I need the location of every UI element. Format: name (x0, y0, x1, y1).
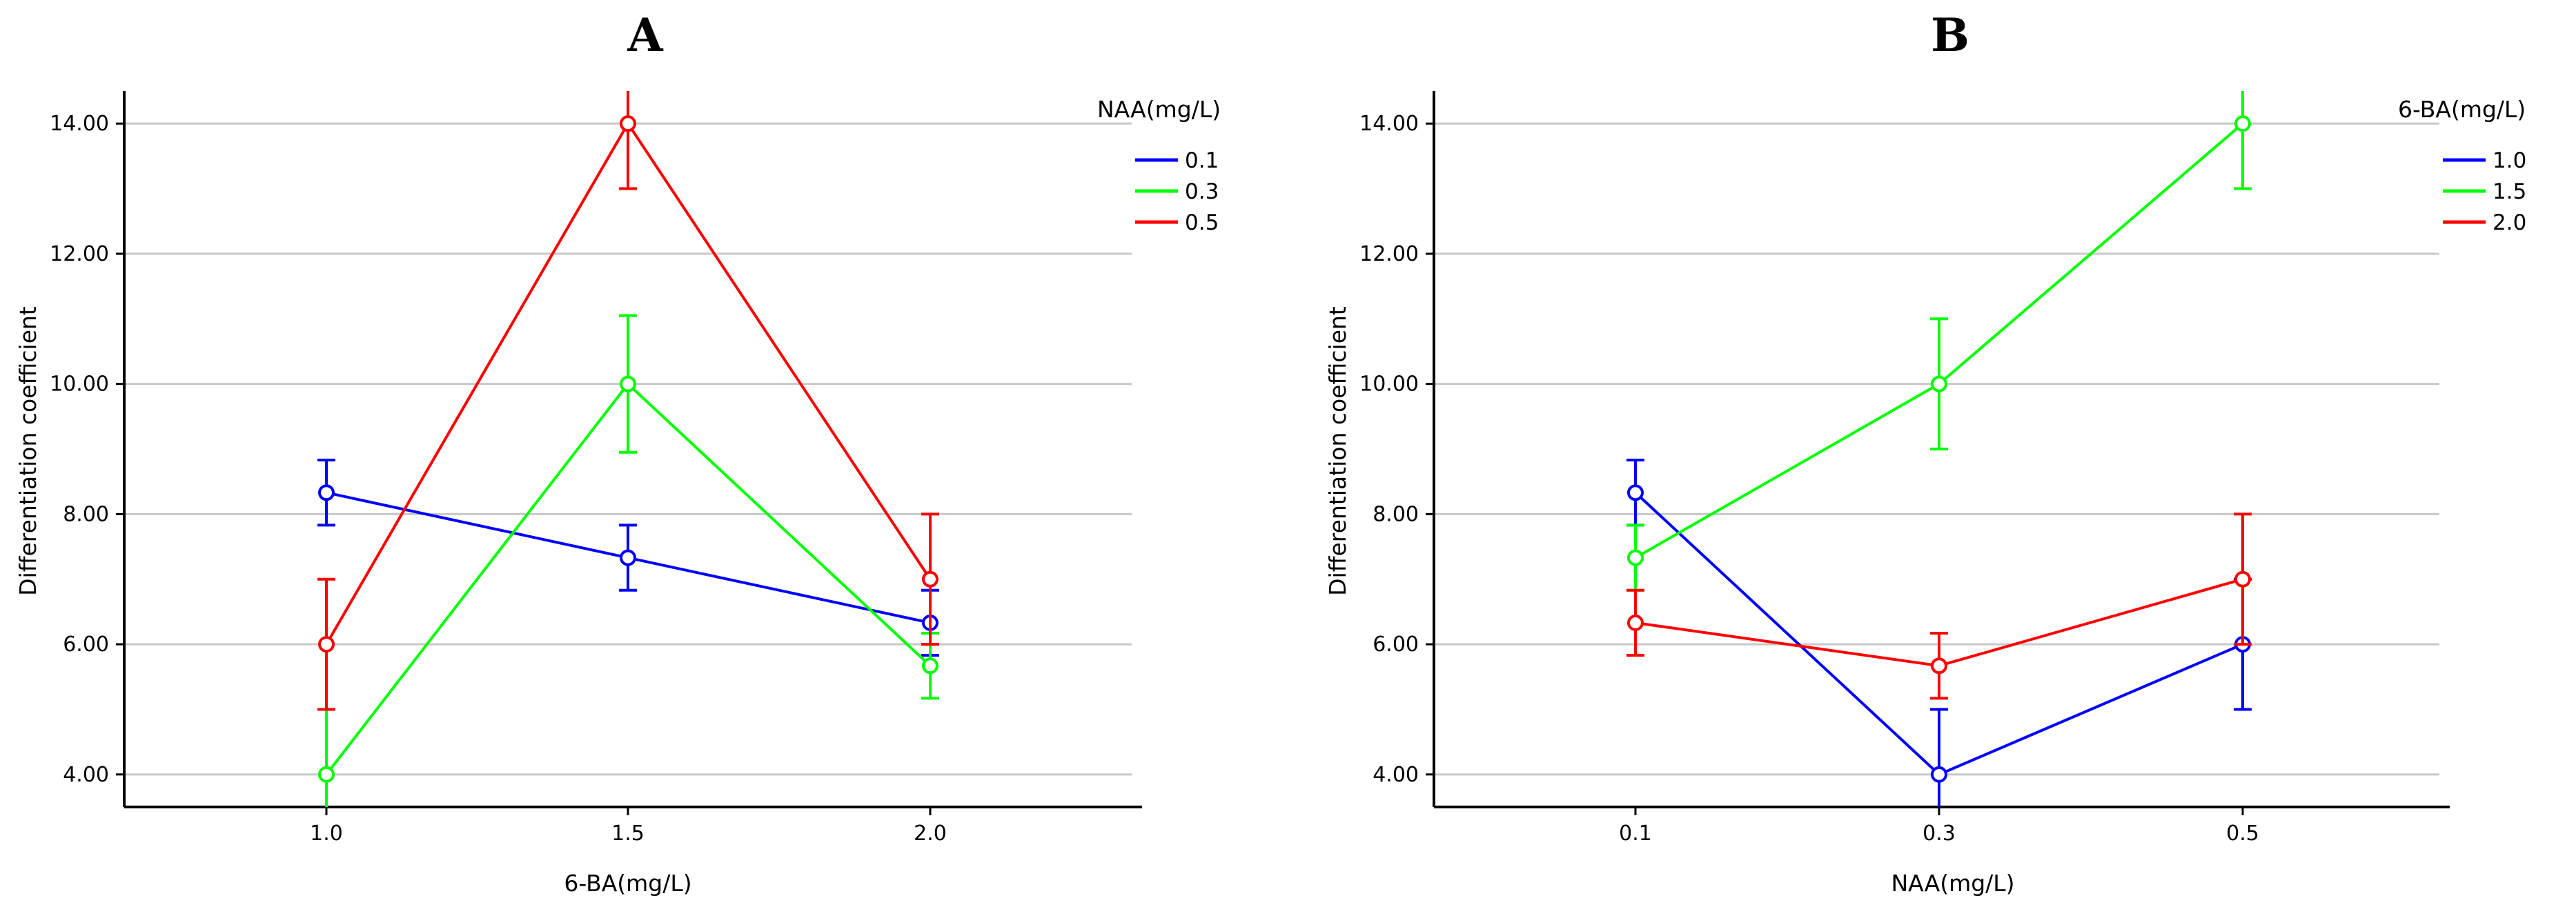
panel-b-title: B (1931, 8, 1969, 62)
panel-a-title: A (627, 8, 663, 62)
legend-label: 1.0 (2493, 148, 2526, 173)
panel-a-y-tick-label: 8.00 (63, 502, 109, 526)
data-point (318, 636, 335, 653)
panel-a-x-axis-title: 6-BA(mg/L) (564, 870, 691, 897)
panel-a-x-tick-label: 1.0 (310, 821, 343, 846)
panel-a-y-axis-title: Differentiation coefficient (14, 306, 41, 596)
data-point (1627, 484, 1644, 501)
data-point (2234, 115, 2251, 132)
data-point (922, 657, 938, 675)
legend-label: 1.5 (2493, 179, 2526, 204)
legend-label: 0.3 (1185, 179, 1219, 204)
panel-b-y-ticks: 4.00 6.00 8.00 10.00 12.00 14.00 (1359, 112, 1434, 787)
panel-a-y-tick-label: 12.00 (50, 242, 109, 266)
panel-b-x-tick-label: 0.3 (1923, 821, 1956, 846)
panel-b-legend-title: 6-BA(mg/L) (2398, 96, 2526, 123)
data-point (1627, 614, 1644, 631)
panel-b-y-tick-label: 10.00 (1359, 372, 1419, 397)
data-point (1931, 375, 1947, 392)
panel-b-y-tick-label: 14.00 (1359, 112, 1419, 136)
panel-b-y-axis-title: Differentiation coefficient (1324, 306, 1351, 596)
legend-label: 2.0 (2493, 210, 2526, 235)
data-point (1931, 766, 1947, 783)
chart-panel-b: B Differentiation coefficient NAA(mg/L) … (1324, 8, 2526, 897)
data-point (318, 484, 335, 501)
data-point (1931, 657, 1947, 675)
panel-a-y-tick-label: 14.00 (50, 112, 109, 136)
panel-a-x-ticks: 1.0 1.5 2.0 (310, 807, 947, 846)
chart-panel-a: A Differentiation coefficient 6-BA(mg/L)… (14, 8, 1221, 897)
panel-a-x-tick-label: 1.5 (611, 821, 645, 846)
panel-b-x-axis-title: NAA(mg/L) (1891, 870, 2014, 897)
legend-label: 0.5 (1185, 210, 1219, 235)
panel-a-y-tick-label: 6.00 (63, 632, 109, 657)
data-point (620, 115, 636, 132)
data-point (922, 570, 938, 588)
panel-b-x-ticks: 0.1 0.3 0.5 (1619, 807, 2259, 846)
data-point (620, 375, 636, 392)
panel-b-x-tick-label: 0.1 (1619, 821, 1652, 846)
panel-b-y-tick-label: 12.00 (1359, 242, 1419, 266)
data-point (318, 766, 335, 783)
panel-b-y-tick-label: 8.00 (1373, 502, 1419, 526)
panel-a-legend-title: NAA(mg/L) (1097, 96, 1221, 123)
panel-a-legend: 0.1 0.3 0.5 (1135, 148, 1219, 235)
panel-a-series-0-5 (317, 91, 939, 711)
panel-b-legend: 1.0 1.5 2.0 (2443, 148, 2526, 235)
panel-b-y-tick-label: 6.00 (1373, 632, 1419, 657)
panel-a-y-tick-label: 4.00 (63, 763, 109, 787)
data-point (1627, 549, 1644, 566)
panel-a-x-tick-label: 2.0 (914, 821, 947, 846)
panel-b-y-tick-label: 4.00 (1373, 763, 1419, 787)
panel-a-y-tick-label: 10.00 (50, 372, 109, 397)
panel-b-x-tick-label: 0.5 (2226, 821, 2259, 846)
data-point (2234, 570, 2251, 588)
data-point (620, 549, 636, 566)
panel-b-series-1-5 (1626, 91, 2252, 592)
panel-b-series-2-0 (1626, 512, 2252, 700)
legend-label: 0.1 (1185, 148, 1219, 173)
